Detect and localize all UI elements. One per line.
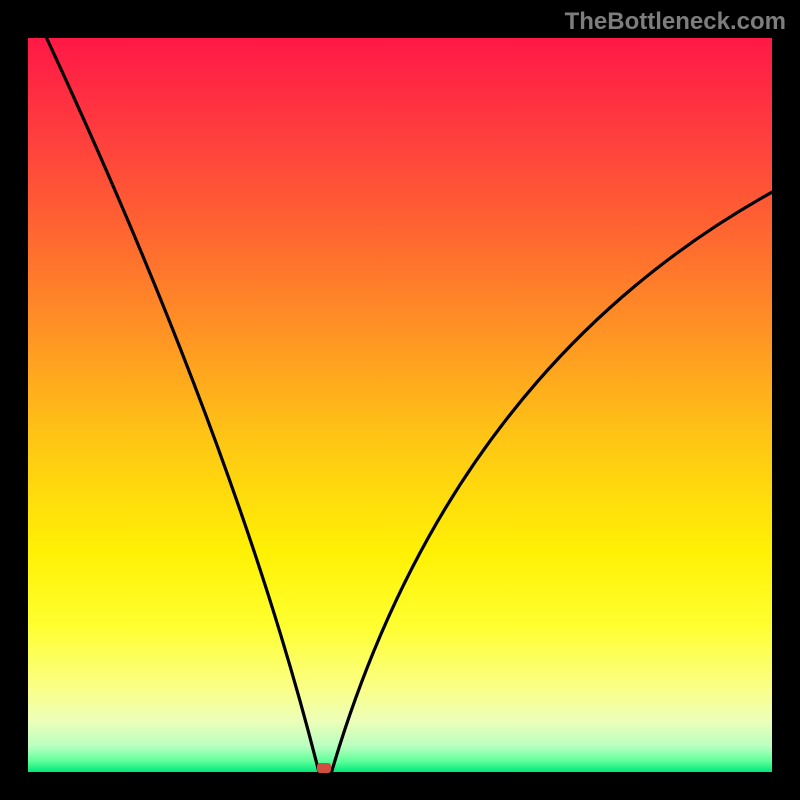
plot-area [28,38,772,772]
watermark-text: TheBottleneck.com [565,8,786,36]
bottleneck-curve [47,38,772,772]
chart-container: TheBottleneck.com [0,0,800,800]
trough-marker [317,763,331,772]
curve-svg [28,38,772,772]
